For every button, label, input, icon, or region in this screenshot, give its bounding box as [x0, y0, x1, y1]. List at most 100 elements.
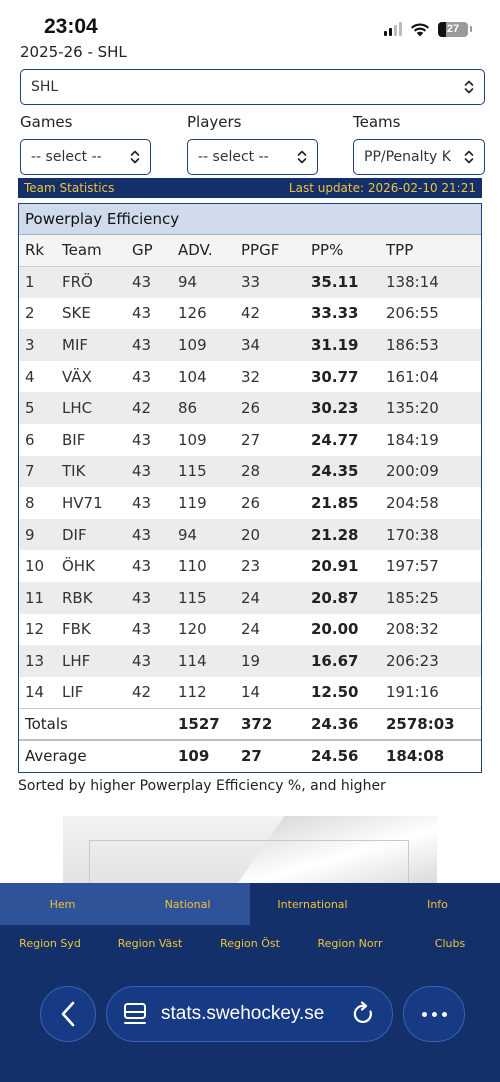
cell-pp-percent: 21.28: [311, 518, 386, 551]
reload-icon[interactable]: [352, 1001, 376, 1027]
cell-ppgf: 34: [241, 329, 311, 361]
cell-team[interactable]: SKE: [62, 297, 132, 330]
cell-rank: 11: [19, 581, 62, 614]
cell-team[interactable]: LHF: [62, 645, 132, 677]
cell-pp-percent: 24.35: [311, 455, 386, 488]
nav-region-norr[interactable]: Region Norr: [317, 937, 383, 950]
cell-pp-percent: 12.50: [311, 676, 386, 709]
cell-adv: 109: [178, 329, 241, 361]
table-row: 11 RBK 43 115 24 20.87 185:25: [19, 581, 481, 614]
status-bar: 23:04 27: [0, 0, 500, 44]
cell-team[interactable]: DIF: [62, 518, 132, 551]
cell-adv: 115: [178, 455, 241, 488]
sort-note: Sorted by higher Powerplay Efficiency %,…: [18, 778, 386, 794]
nav-region-vast[interactable]: Region Väst: [117, 937, 183, 950]
table-row: 3 MIF 43 109 34 31.19 186:53: [19, 329, 481, 361]
cell-pp-percent: 21.85: [311, 487, 386, 519]
cell-ppgf: 28: [241, 455, 311, 488]
chevron-up-down-icon: [130, 150, 140, 164]
header-adv[interactable]: ADV.: [178, 235, 241, 267]
nav-info[interactable]: Info: [427, 897, 448, 911]
totals-row: Totals 1527 372 24.36 2578:03: [19, 707, 481, 740]
header-tpp[interactable]: TPP: [386, 235, 481, 267]
totals-tpp: 2578:03: [386, 707, 481, 740]
stats-table: Rk Team GP ADV. PPGF PP% TPP 1 FRÖ 43 94 33 3…: [19, 235, 481, 772]
teams-select-value: PP/Penalty K: [364, 149, 451, 165]
browser-back-button[interactable]: [40, 986, 96, 1042]
table-body: 1 FRÖ 43 94 33 35.11 138:14 2 SKE 43 126 42 33.33 206…: [19, 266, 481, 709]
cell-gp: 43: [132, 645, 178, 677]
cell-rank: 14: [19, 676, 62, 709]
league-select[interactable]: SHL: [20, 69, 485, 105]
nav-international[interactable]: International: [277, 897, 348, 911]
table-row: 12 FBK 43 120 24 20.00 208:32: [19, 613, 481, 646]
cell-rank: 3: [19, 329, 62, 361]
cell-team[interactable]: HV71: [62, 487, 132, 519]
cell-team[interactable]: FRÖ: [62, 266, 132, 298]
table-row: 10 ÖHK 43 110 23 20.91 197:57: [19, 550, 481, 582]
cell-team[interactable]: RBK: [62, 581, 132, 614]
nav-region-syd[interactable]: Region Syd: [19, 937, 81, 950]
nav-region-ost[interactable]: Region Öst: [220, 937, 280, 950]
header-team[interactable]: Team: [62, 235, 132, 267]
cell-team[interactable]: VÄX: [62, 360, 132, 393]
cell-rank: 1: [19, 266, 62, 298]
table-row: 8 HV71 43 119 26 21.85 204:58: [19, 487, 481, 519]
cell-tpp: 170:38: [386, 518, 481, 551]
chevron-up-down-icon: [464, 80, 474, 94]
players-select-value: -- select --: [198, 149, 269, 165]
address-bar[interactable]: stats.swehockey.se: [106, 986, 393, 1042]
cell-adv: 94: [178, 266, 241, 298]
header-gp[interactable]: GP: [132, 235, 178, 267]
url-text: stats.swehockey.se: [161, 1003, 325, 1024]
cell-pp-percent: 35.11: [311, 266, 386, 298]
cell-team[interactable]: MIF: [62, 329, 132, 361]
cell-pp-percent: 31.19: [311, 329, 386, 361]
last-update: Last update: 2026-02-10 21:21: [288, 181, 476, 195]
cell-tpp: 186:53: [386, 329, 481, 361]
advertisement-image[interactable]: [63, 816, 437, 884]
header-ppgf[interactable]: PPGF: [241, 235, 311, 267]
teams-select[interactable]: PP/Penalty K: [353, 139, 485, 175]
cell-rank: 8: [19, 487, 62, 519]
cell-gp: 42: [132, 392, 178, 424]
table-row: 7 TIK 43 115 28 24.35 200:09: [19, 455, 481, 488]
cell-tpp: 204:58: [386, 487, 481, 519]
primary-nav: Hem National International Info: [0, 883, 500, 925]
cell-ppgf: 42: [241, 297, 311, 330]
cell-team[interactable]: FBK: [62, 613, 132, 646]
cell-adv: 86: [178, 392, 241, 424]
cell-adv: 114: [178, 645, 241, 677]
header-rank[interactable]: Rk: [19, 235, 62, 267]
cell-adv: 109: [178, 423, 241, 456]
nav-national[interactable]: National: [125, 883, 250, 925]
cell-tpp: 185:25: [386, 581, 481, 614]
nav-clubs[interactable]: Clubs: [434, 937, 466, 950]
cell-team[interactable]: TIK: [62, 455, 132, 488]
nav-hem[interactable]: Hem: [0, 883, 125, 925]
table-row: 2 SKE 43 126 42 33.33 206:55: [19, 297, 481, 330]
cell-adv: 104: [178, 360, 241, 393]
sort-note-suffix: , and higher: [301, 778, 386, 794]
table-row: 6 BIF 43 109 27 24.77 184:19: [19, 423, 481, 456]
cell-adv: 126: [178, 297, 241, 330]
cell-tpp: 138:14: [386, 266, 481, 298]
cell-team[interactable]: LIF: [62, 676, 132, 709]
browser-more-button[interactable]: [403, 986, 465, 1042]
cell-adv: 112: [178, 676, 241, 709]
games-select[interactable]: -- select --: [20, 139, 151, 175]
players-select[interactable]: -- select --: [187, 139, 318, 175]
cell-rank: 12: [19, 613, 62, 646]
chevron-up-down-icon: [297, 150, 307, 164]
cell-ppgf: 20: [241, 518, 311, 551]
cell-tpp: 161:04: [386, 360, 481, 393]
table-row: 9 DIF 43 94 20 21.28 170:38: [19, 518, 481, 551]
cell-team[interactable]: ÖHK: [62, 550, 132, 582]
cell-rank: 5: [19, 392, 62, 424]
cell-team[interactable]: LHC: [62, 392, 132, 424]
table-row: 4 VÄX 43 104 32 30.77 161:04: [19, 360, 481, 393]
header-pp-percent[interactable]: PP%: [311, 235, 386, 267]
cell-team[interactable]: BIF: [62, 423, 132, 456]
cell-pp-percent: 20.91: [311, 550, 386, 582]
cell-pp-percent: 30.77: [311, 360, 386, 393]
